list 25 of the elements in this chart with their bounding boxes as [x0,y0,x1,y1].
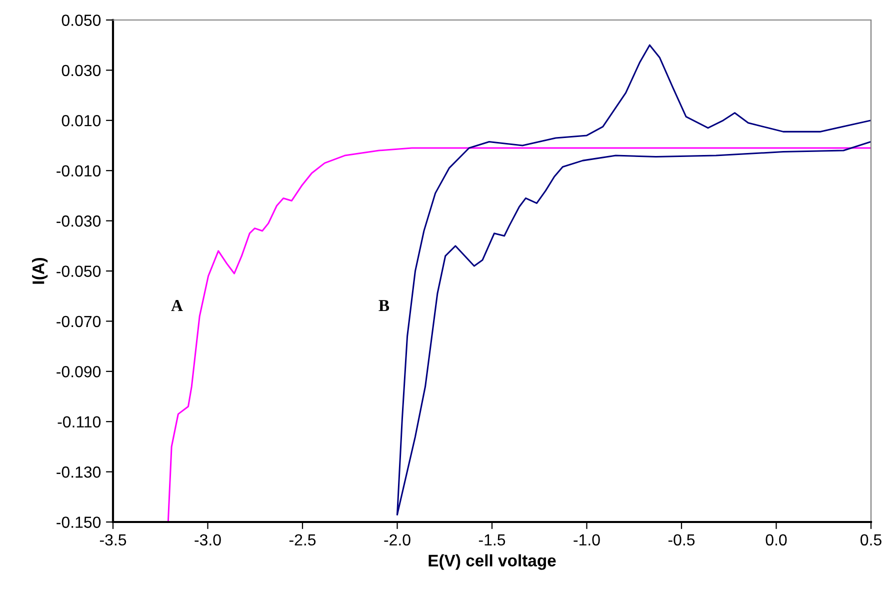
x-tick-label: -2.5 [289,534,316,546]
y-tick-label: 0.030 [62,64,101,76]
x-tick-label: 0.5 [860,534,882,546]
x-tick-label: -1.5 [478,534,506,546]
y-tick-label: -0.070 [56,316,101,328]
y-tick-label: -0.110 [58,416,101,428]
x-tick-label: -1.0 [574,534,600,546]
y-tick-label: -0.030 [56,215,101,227]
y-tick-label: -0.090 [56,366,101,378]
y-tick-label: -0.010 [56,165,101,177]
x-tick-label: -2.0 [384,534,410,546]
y-tick-label: -0.130 [56,466,101,478]
y-tick-label: 0.010 [62,115,101,126]
y-tick-label: 0.050 [62,14,101,26]
x-tick-label: -3.5 [100,534,126,546]
y-tick-label: -0.050 [56,266,101,277]
x-tick-label: -3.0 [194,534,221,546]
y-axis-title: I(A) [32,258,48,284]
x-tick-label: 0.0 [766,534,787,546]
annotation: A [171,300,183,312]
line-series [167,147,871,522]
x-axis-title: E(V) cell voltage [428,554,556,570]
y-tick-label: -0.150 [56,516,101,528]
annotation: B [378,300,390,312]
x-tick-label: -0.5 [668,534,695,546]
